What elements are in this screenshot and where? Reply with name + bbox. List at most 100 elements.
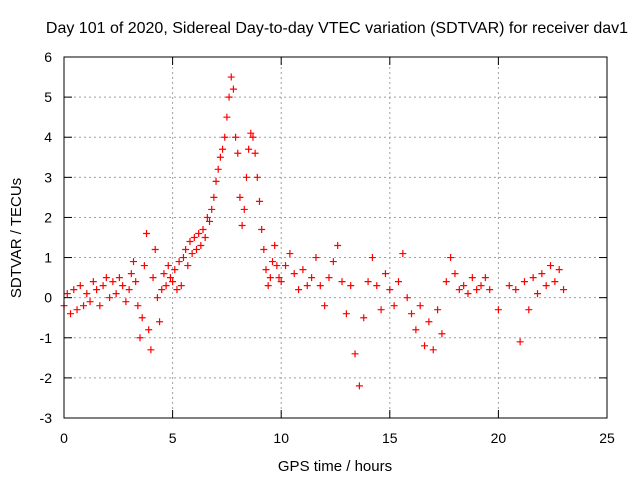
data-point	[368, 254, 376, 262]
data-point	[538, 270, 546, 278]
data-point	[399, 250, 407, 258]
data-point	[473, 286, 481, 294]
data-point	[177, 282, 185, 290]
data-point	[186, 238, 194, 246]
data-point	[132, 278, 140, 286]
data-point	[342, 310, 350, 318]
data-point	[355, 382, 363, 390]
data-point	[308, 274, 316, 282]
data-point	[99, 282, 107, 290]
data-point	[197, 242, 205, 250]
data-point	[73, 306, 81, 314]
data-point	[373, 282, 381, 290]
data-point	[447, 254, 455, 262]
data-point	[238, 221, 246, 229]
data-point	[505, 282, 513, 290]
data-point	[140, 262, 148, 270]
data-point	[516, 338, 524, 346]
data-point	[210, 193, 218, 201]
x-tick-label: 0	[60, 430, 68, 446]
data-point	[169, 278, 177, 286]
data-point	[271, 242, 279, 250]
axis-ticks: 0 5 10 15 20 25 -3 -2 -1 0 1 2 3 4 5 6	[40, 49, 615, 446]
data-point	[223, 113, 231, 121]
y-axis-label: SDTVAR / TECUs	[8, 178, 25, 298]
data-point	[166, 274, 174, 282]
data-point	[201, 234, 209, 241]
data-point	[360, 314, 368, 322]
data-point	[173, 286, 181, 294]
data-point	[151, 246, 159, 254]
data-point	[242, 173, 250, 181]
y-tick-label: -2	[40, 370, 53, 386]
data-point	[273, 262, 281, 270]
data-point	[416, 302, 424, 310]
data-point	[89, 278, 97, 286]
data-point	[551, 278, 559, 286]
data-point	[83, 290, 91, 298]
data-point	[232, 133, 240, 141]
data-point	[179, 254, 187, 262]
data-point	[247, 129, 255, 137]
data-point	[464, 290, 472, 298]
y-tick-label: -3	[40, 410, 53, 426]
y-tick-label: -1	[40, 330, 53, 346]
y-tick-label: 5	[44, 89, 52, 105]
data-point	[195, 229, 203, 237]
data-point	[494, 306, 502, 314]
data-point	[312, 254, 320, 262]
data-point	[80, 302, 88, 310]
data-point	[394, 278, 402, 286]
data-point	[455, 286, 463, 294]
data-point	[338, 278, 346, 286]
data-point	[321, 302, 329, 310]
data-point	[93, 286, 101, 294]
data-point	[529, 274, 537, 282]
data-point	[192, 246, 200, 254]
y-tick-label: 6	[44, 49, 52, 65]
data-point	[109, 278, 117, 286]
data-point	[149, 274, 157, 282]
data-point	[351, 350, 359, 358]
data-point	[442, 278, 450, 286]
data-point	[468, 274, 476, 282]
data-point	[286, 250, 294, 258]
data-point	[106, 294, 114, 302]
data-point	[212, 177, 220, 185]
data-point	[386, 286, 394, 294]
data-point	[266, 274, 274, 282]
data-point	[316, 282, 324, 290]
y-tick-label: 3	[44, 169, 52, 185]
data-point	[221, 133, 229, 141]
data-point	[240, 205, 248, 213]
data-point	[134, 302, 142, 310]
data-point	[258, 225, 266, 233]
data-point	[251, 149, 259, 157]
data-point	[96, 302, 104, 310]
data-point	[125, 286, 133, 294]
data-point	[403, 294, 411, 302]
data-point	[145, 326, 153, 334]
data-point	[158, 286, 166, 294]
data-point	[434, 306, 442, 314]
data-point	[227, 73, 235, 81]
data-point	[295, 286, 303, 294]
data-point	[112, 290, 120, 298]
data-point	[260, 246, 268, 254]
y-tick-label: 1	[44, 250, 52, 266]
data-point	[429, 346, 437, 354]
data-point	[86, 298, 94, 306]
data-point	[70, 286, 78, 294]
data-point	[512, 286, 520, 294]
data-point	[299, 266, 307, 274]
data-point	[67, 310, 75, 318]
plot-frame	[63, 56, 608, 419]
data-point	[234, 149, 242, 157]
data-point	[421, 342, 429, 350]
data-point	[138, 314, 146, 322]
chart-title: Day 101 of 2020, Sidereal Day-to-day VTE…	[46, 20, 628, 37]
data-point	[190, 234, 198, 241]
data-point	[525, 306, 533, 314]
data-point	[249, 133, 257, 141]
